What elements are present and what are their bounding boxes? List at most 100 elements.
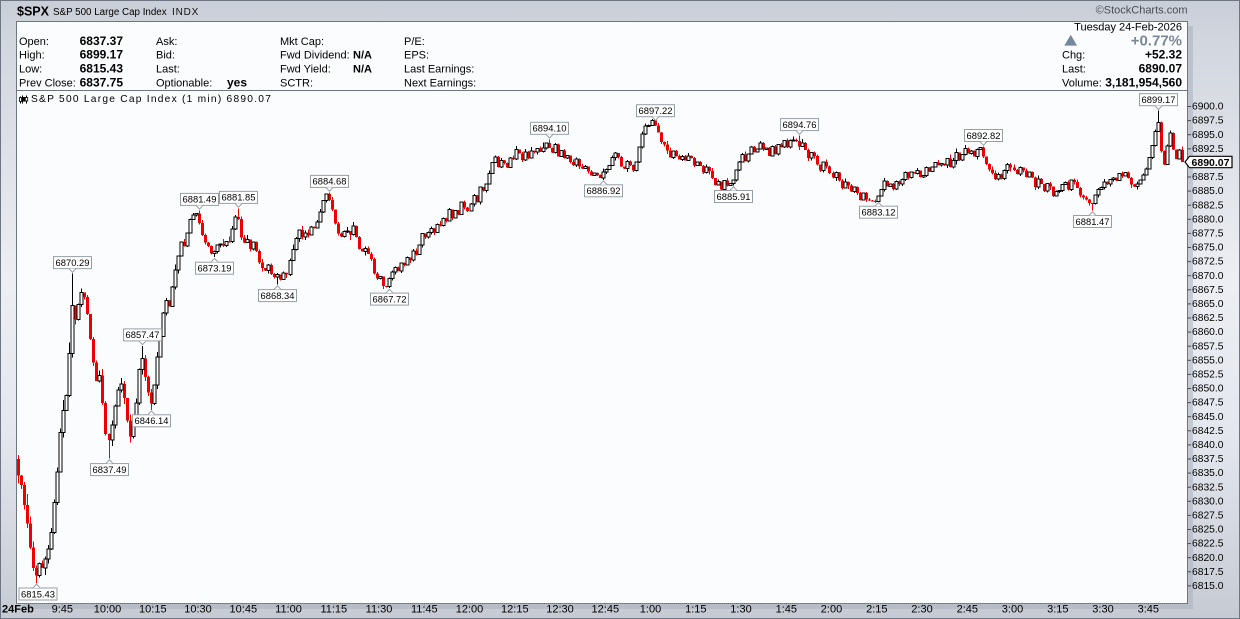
svg-text:2:30: 2:30 <box>911 604 932 616</box>
svg-text:6860.0: 6860.0 <box>1192 327 1224 338</box>
svg-text:Volume:: Volume: <box>1062 78 1102 90</box>
svg-text:6815.43: 6815.43 <box>80 62 124 76</box>
svg-text:10:15: 10:15 <box>139 604 167 616</box>
svg-text:12:00: 12:00 <box>456 604 484 616</box>
svg-text:11:00: 11:00 <box>275 604 302 616</box>
svg-text:6890.07: 6890.07 <box>1192 157 1230 169</box>
svg-text:6886.92: 6886.92 <box>587 185 621 196</box>
svg-text:6867.5: 6867.5 <box>1192 285 1224 296</box>
svg-text:6872.5: 6872.5 <box>1192 257 1224 268</box>
svg-text:6832.5: 6832.5 <box>1192 482 1224 493</box>
svg-text:P/E:: P/E: <box>404 36 425 48</box>
svg-text:High:: High: <box>19 50 45 62</box>
svg-text:6815.0: 6815.0 <box>1192 581 1224 592</box>
svg-text:6840.0: 6840.0 <box>1192 440 1224 451</box>
svg-text:6899.17: 6899.17 <box>80 48 124 62</box>
svg-text:S&P 500 Large Cap Index: S&P 500 Large Cap Index <box>53 7 167 18</box>
svg-text:Next Earnings:: Next Earnings: <box>404 78 476 90</box>
svg-text:9:45: 9:45 <box>52 604 73 616</box>
svg-text:6897.5: 6897.5 <box>1192 116 1224 127</box>
svg-text:12:30: 12:30 <box>546 604 574 616</box>
svg-text:Tuesday 24-Feb-2026: Tuesday 24-Feb-2026 <box>1074 21 1182 33</box>
svg-text:6846.14: 6846.14 <box>135 415 169 426</box>
svg-text:6870.29: 6870.29 <box>56 257 90 268</box>
svg-text:6881.85: 6881.85 <box>222 192 256 203</box>
svg-text:6885.0: 6885.0 <box>1192 186 1224 197</box>
svg-text:6865.0: 6865.0 <box>1192 299 1224 310</box>
svg-text:Chg:: Chg: <box>1062 50 1085 62</box>
svg-text:11:45: 11:45 <box>411 604 438 616</box>
svg-text:6887.5: 6887.5 <box>1192 172 1224 183</box>
svg-text:6825.0: 6825.0 <box>1192 525 1224 536</box>
svg-text:6837.5: 6837.5 <box>1192 454 1224 465</box>
svg-text:3:30: 3:30 <box>1092 604 1113 616</box>
svg-text:6857.47: 6857.47 <box>126 329 160 340</box>
svg-text:6868.34: 6868.34 <box>261 290 295 301</box>
svg-text:6857.5: 6857.5 <box>1192 341 1224 352</box>
svg-text:Fwd Dividend:: Fwd Dividend: <box>280 50 350 62</box>
svg-text:12:15: 12:15 <box>501 604 529 616</box>
svg-text:N/A: N/A <box>353 64 372 76</box>
svg-text:1:00: 1:00 <box>640 604 661 616</box>
svg-text:6895.0: 6895.0 <box>1192 130 1224 141</box>
svg-text:Ask:: Ask: <box>156 36 177 48</box>
svg-text:SCTR:: SCTR: <box>280 78 313 90</box>
svg-text:N/A: N/A <box>353 50 372 62</box>
svg-text:Last:: Last: <box>1062 64 1086 76</box>
svg-text:2:15: 2:15 <box>866 604 887 616</box>
svg-text:6877.5: 6877.5 <box>1192 229 1224 240</box>
svg-text:6837.49: 6837.49 <box>93 464 127 475</box>
svg-text:INDX: INDX <box>172 7 199 18</box>
svg-text:6900.0: 6900.0 <box>1192 102 1224 113</box>
svg-text:10:45: 10:45 <box>230 604 258 616</box>
svg-text:2:45: 2:45 <box>957 604 978 616</box>
svg-text:6899.17: 6899.17 <box>1142 94 1176 105</box>
svg-text:11:15: 11:15 <box>320 604 347 616</box>
svg-text:©StockCharts.com: ©StockCharts.com <box>1096 5 1188 17</box>
svg-text:6837.37: 6837.37 <box>80 34 124 48</box>
svg-text:6892.82: 6892.82 <box>967 130 1001 141</box>
svg-text:6842.5: 6842.5 <box>1192 426 1224 437</box>
svg-text:3:45: 3:45 <box>1138 604 1159 616</box>
svg-text:6867.72: 6867.72 <box>373 293 407 304</box>
svg-text:2:00: 2:00 <box>821 604 842 616</box>
svg-text:6817.5: 6817.5 <box>1192 567 1224 578</box>
svg-text:6850.0: 6850.0 <box>1192 384 1224 395</box>
svg-text:3:00: 3:00 <box>1002 604 1023 616</box>
svg-text:6815.43: 6815.43 <box>21 588 55 599</box>
svg-text:6884.68: 6884.68 <box>313 176 347 187</box>
svg-text:6892.5: 6892.5 <box>1192 144 1224 155</box>
svg-text:Optionable:: Optionable: <box>156 78 212 90</box>
svg-text:24Feb: 24Feb <box>2 604 34 616</box>
svg-text:6855.0: 6855.0 <box>1192 355 1224 366</box>
svg-text:S&P 500 Large Cap Index (1 min: S&P 500 Large Cap Index (1 min) 6890.07 <box>31 94 272 105</box>
svg-text:6890.07: 6890.07 <box>1139 62 1183 76</box>
svg-text:12:45: 12:45 <box>592 604 620 616</box>
svg-text:1:45: 1:45 <box>776 604 797 616</box>
svg-text:6882.5: 6882.5 <box>1192 200 1224 211</box>
svg-text:10:30: 10:30 <box>184 604 212 616</box>
svg-text:Open:: Open: <box>19 36 49 48</box>
svg-text:6827.5: 6827.5 <box>1192 511 1224 522</box>
svg-text:6852.5: 6852.5 <box>1192 370 1224 381</box>
svg-text:$SPX: $SPX <box>17 5 50 19</box>
svg-text:6875.0: 6875.0 <box>1192 243 1224 254</box>
svg-text:Mkt Cap:: Mkt Cap: <box>280 36 324 48</box>
svg-text:Bid:: Bid: <box>156 50 175 62</box>
svg-text:6873.19: 6873.19 <box>198 263 232 274</box>
svg-text:6881.49: 6881.49 <box>183 194 217 205</box>
svg-text:1:30: 1:30 <box>730 604 751 616</box>
svg-text:6845.0: 6845.0 <box>1192 412 1224 423</box>
svg-text:6894.76: 6894.76 <box>783 119 817 130</box>
svg-text:6830.0: 6830.0 <box>1192 496 1224 507</box>
svg-text:6870.0: 6870.0 <box>1192 271 1224 282</box>
svg-text:6885.91: 6885.91 <box>717 191 751 202</box>
svg-text:10:00: 10:00 <box>94 604 122 616</box>
svg-text:+52.32: +52.32 <box>1145 48 1182 62</box>
svg-text:3:15: 3:15 <box>1047 604 1068 616</box>
svg-text:EPS:: EPS: <box>404 50 429 62</box>
svg-text:6894.10: 6894.10 <box>533 123 567 134</box>
svg-text:Last Earnings:: Last Earnings: <box>404 64 474 76</box>
svg-text:yes: yes <box>227 76 247 90</box>
svg-text:6897.22: 6897.22 <box>639 105 673 116</box>
